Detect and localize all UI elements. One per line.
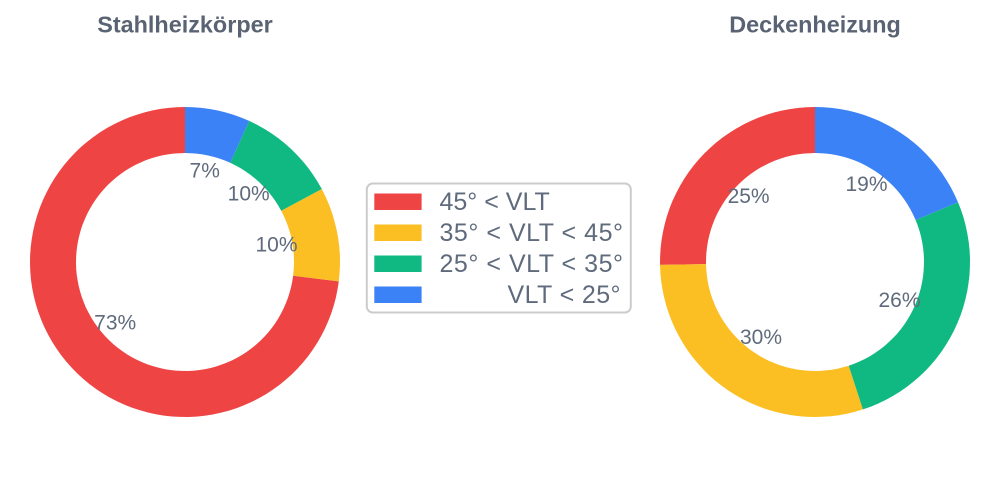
svg-text:25° < VLT < 35°: 25° < VLT < 35° xyxy=(440,250,624,278)
svg-text:35° < VLT < 45°: 35° < VLT < 45° xyxy=(440,219,624,247)
svg-text:19%: 19% xyxy=(845,173,887,196)
svg-text:26%: 26% xyxy=(878,289,920,312)
svg-text:VLT < 25°: VLT < 25° xyxy=(508,281,621,309)
svg-text:73%: 73% xyxy=(94,312,136,335)
svg-text:10%: 10% xyxy=(255,233,297,256)
svg-text:Stahlheizkörper: Stahlheizkörper xyxy=(97,12,272,38)
svg-text:45° < VLT: 45° < VLT xyxy=(440,188,550,216)
svg-text:30%: 30% xyxy=(740,326,782,349)
svg-text:25%: 25% xyxy=(728,185,770,208)
svg-text:7%: 7% xyxy=(190,159,220,182)
svg-text:Deckenheizung: Deckenheizung xyxy=(729,12,901,38)
svg-text:10%: 10% xyxy=(228,182,270,205)
